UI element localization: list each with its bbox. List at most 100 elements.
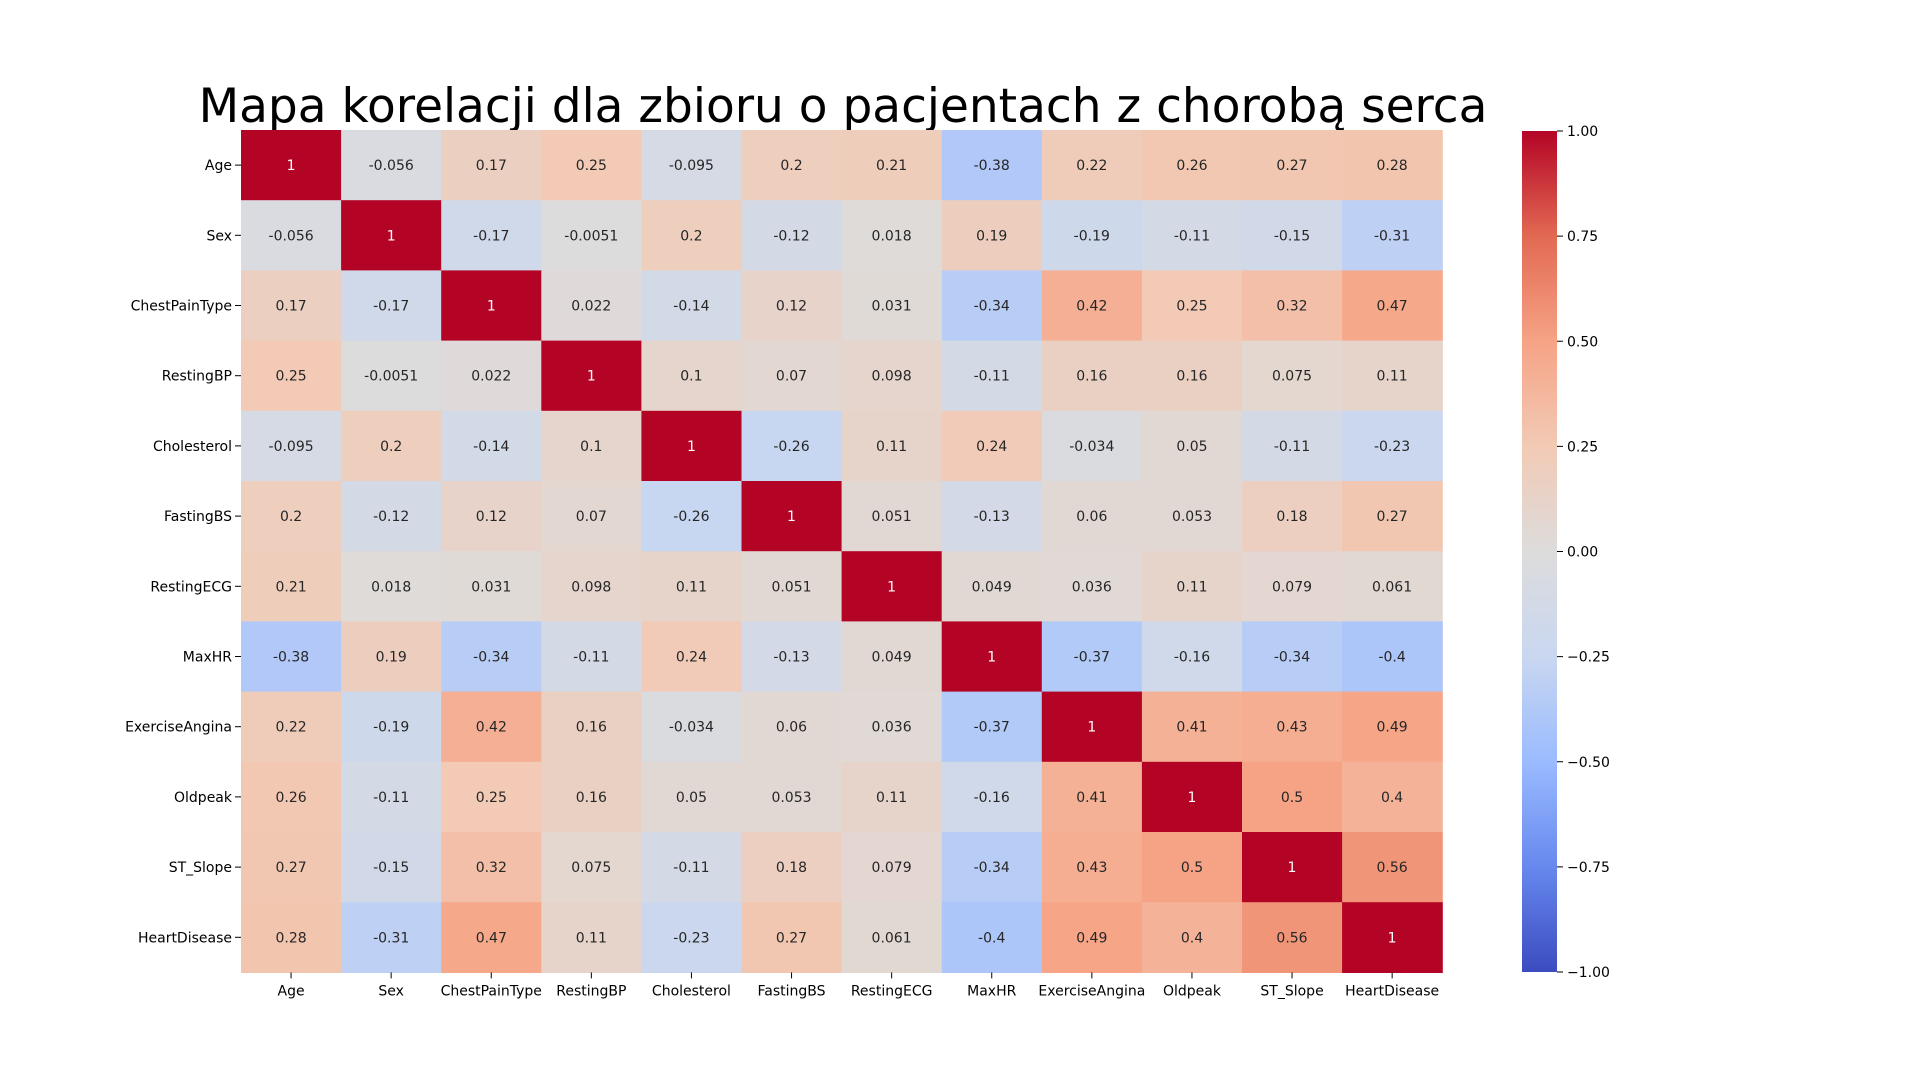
heatmap-cell <box>1242 481 1343 552</box>
heatmap-cell <box>641 130 743 201</box>
cell-annotation: -0.23 <box>673 930 709 946</box>
heatmap-cell <box>941 902 1043 973</box>
cell-annotation: 0.4 <box>1381 790 1403 806</box>
cell-annotation: 0.053 <box>1172 509 1212 525</box>
heatmap-cell <box>441 270 542 342</box>
heatmap-cell <box>1342 902 1443 973</box>
heatmap-cell <box>1242 761 1343 833</box>
heatmap-cell <box>741 902 843 973</box>
cell-annotation: 1 <box>787 509 796 525</box>
heatmap-cell <box>341 902 442 973</box>
heatmap-cell <box>641 481 743 552</box>
cell-annotation: -0.11 <box>1274 439 1310 455</box>
heatmap-cell <box>441 691 542 763</box>
cell-annotation: 0.079 <box>1272 579 1312 595</box>
heatmap-cell <box>241 340 342 412</box>
cell-annotation: -0.34 <box>974 299 1010 315</box>
heatmap-cell <box>341 832 442 903</box>
cell-annotation: -0.34 <box>1274 650 1310 666</box>
heatmap-cell <box>741 621 843 693</box>
heatmap-cell <box>741 270 843 342</box>
heatmap-cell <box>1342 410 1443 482</box>
heatmap-cell <box>641 200 743 271</box>
heatmap-cell <box>1141 832 1243 903</box>
cell-annotation: 0.049 <box>872 650 912 666</box>
x-tick-label: RestingECG <box>851 983 933 999</box>
cell-annotation: 0.32 <box>1276 299 1307 315</box>
cell-annotation: 0.43 <box>1276 720 1307 736</box>
cell-annotation: 0.049 <box>972 579 1012 595</box>
heatmap-cell <box>1041 130 1143 201</box>
cell-annotation: 1 <box>1188 790 1197 806</box>
heatmap-cell <box>1342 551 1443 622</box>
cell-annotation: 1 <box>487 299 496 315</box>
cell-annotation: 0.5 <box>1181 860 1203 876</box>
cell-annotation: 0.27 <box>1377 509 1408 525</box>
heatmap-cell <box>1242 200 1343 271</box>
heatmap-cell <box>641 551 743 622</box>
cell-annotation: -0.12 <box>773 228 809 244</box>
heatmap-cell <box>941 340 1043 412</box>
cell-annotation: -0.17 <box>473 228 509 244</box>
cell-annotation: 1 <box>1388 930 1397 946</box>
heatmap-cell <box>941 410 1043 482</box>
cell-annotation: 0.47 <box>476 930 507 946</box>
y-tick-label: ExerciseAngina <box>125 720 232 736</box>
heatmap-cell <box>1342 691 1443 763</box>
cell-annotation: 0.1 <box>680 369 702 385</box>
cell-annotation: 1 <box>687 439 696 455</box>
cell-annotation: -0.38 <box>974 158 1010 174</box>
cell-annotation: 0.21 <box>276 579 307 595</box>
heatmap-cell <box>441 902 542 973</box>
heatmap-cell <box>541 410 642 482</box>
heatmap-cell <box>341 270 442 342</box>
heatmap-cell <box>1242 340 1343 412</box>
heatmap-cell <box>841 130 943 201</box>
cell-annotation: 0.11 <box>876 790 907 806</box>
heatmap-cell <box>1342 200 1443 271</box>
cell-annotation: 0.16 <box>1176 369 1207 385</box>
heatmap-cell <box>241 621 342 693</box>
heatmap-cell <box>1041 761 1143 833</box>
heatmap-cell <box>1342 761 1443 833</box>
cell-annotation: 0.16 <box>576 790 607 806</box>
heatmap-cell <box>941 130 1043 201</box>
cell-annotation: 0.022 <box>471 369 511 385</box>
cell-annotation: 0.49 <box>1377 720 1408 736</box>
heatmap-cell <box>941 621 1043 693</box>
cell-annotation: 0.018 <box>371 579 411 595</box>
cell-annotation: 0.11 <box>876 439 907 455</box>
colorbar-tick-label: 1.00 <box>1567 124 1598 140</box>
cell-annotation: 1 <box>387 228 396 244</box>
cell-annotation: -0.34 <box>473 650 509 666</box>
heatmap-cell <box>541 481 642 552</box>
colorbar-tick-label: −0.50 <box>1567 755 1610 771</box>
cell-annotation: 0.031 <box>872 299 912 315</box>
cell-annotation: -0.37 <box>1074 650 1110 666</box>
cell-annotation: 0.26 <box>276 790 307 806</box>
cell-annotation: -0.34 <box>974 860 1010 876</box>
heatmap-cell <box>241 761 342 833</box>
cell-annotation: -0.31 <box>1374 228 1410 244</box>
cell-annotation: 0.2 <box>780 158 802 174</box>
colorbar-tick-label: −0.75 <box>1567 860 1610 876</box>
cell-annotation: 0.24 <box>976 439 1007 455</box>
y-tick-label: ChestPainType <box>131 299 232 315</box>
heatmap-cells: 1 -0.056 0.17 0.25 -0.095 0.2 0.21 -0.38 0.22 0.2… <box>241 130 1443 973</box>
heatmap-cell <box>241 481 342 552</box>
cell-annotation: 0.42 <box>476 720 507 736</box>
cell-annotation: -0.11 <box>673 860 709 876</box>
heatmap-cell <box>1242 270 1343 342</box>
heatmap-cell <box>941 551 1043 622</box>
cell-annotation: -0.12 <box>373 509 409 525</box>
heatmap-cell <box>341 410 442 482</box>
cell-annotation: -0.26 <box>773 439 809 455</box>
cell-annotation: -0.19 <box>373 720 409 736</box>
x-tick-label: Sex <box>378 983 404 999</box>
cell-annotation: 0.21 <box>876 158 907 174</box>
heatmap-cell <box>541 270 642 342</box>
cell-annotation: 0.07 <box>576 509 607 525</box>
heatmap-cell <box>441 832 542 903</box>
cell-annotation: 0.17 <box>276 299 307 315</box>
heatmap-cell <box>241 832 342 903</box>
